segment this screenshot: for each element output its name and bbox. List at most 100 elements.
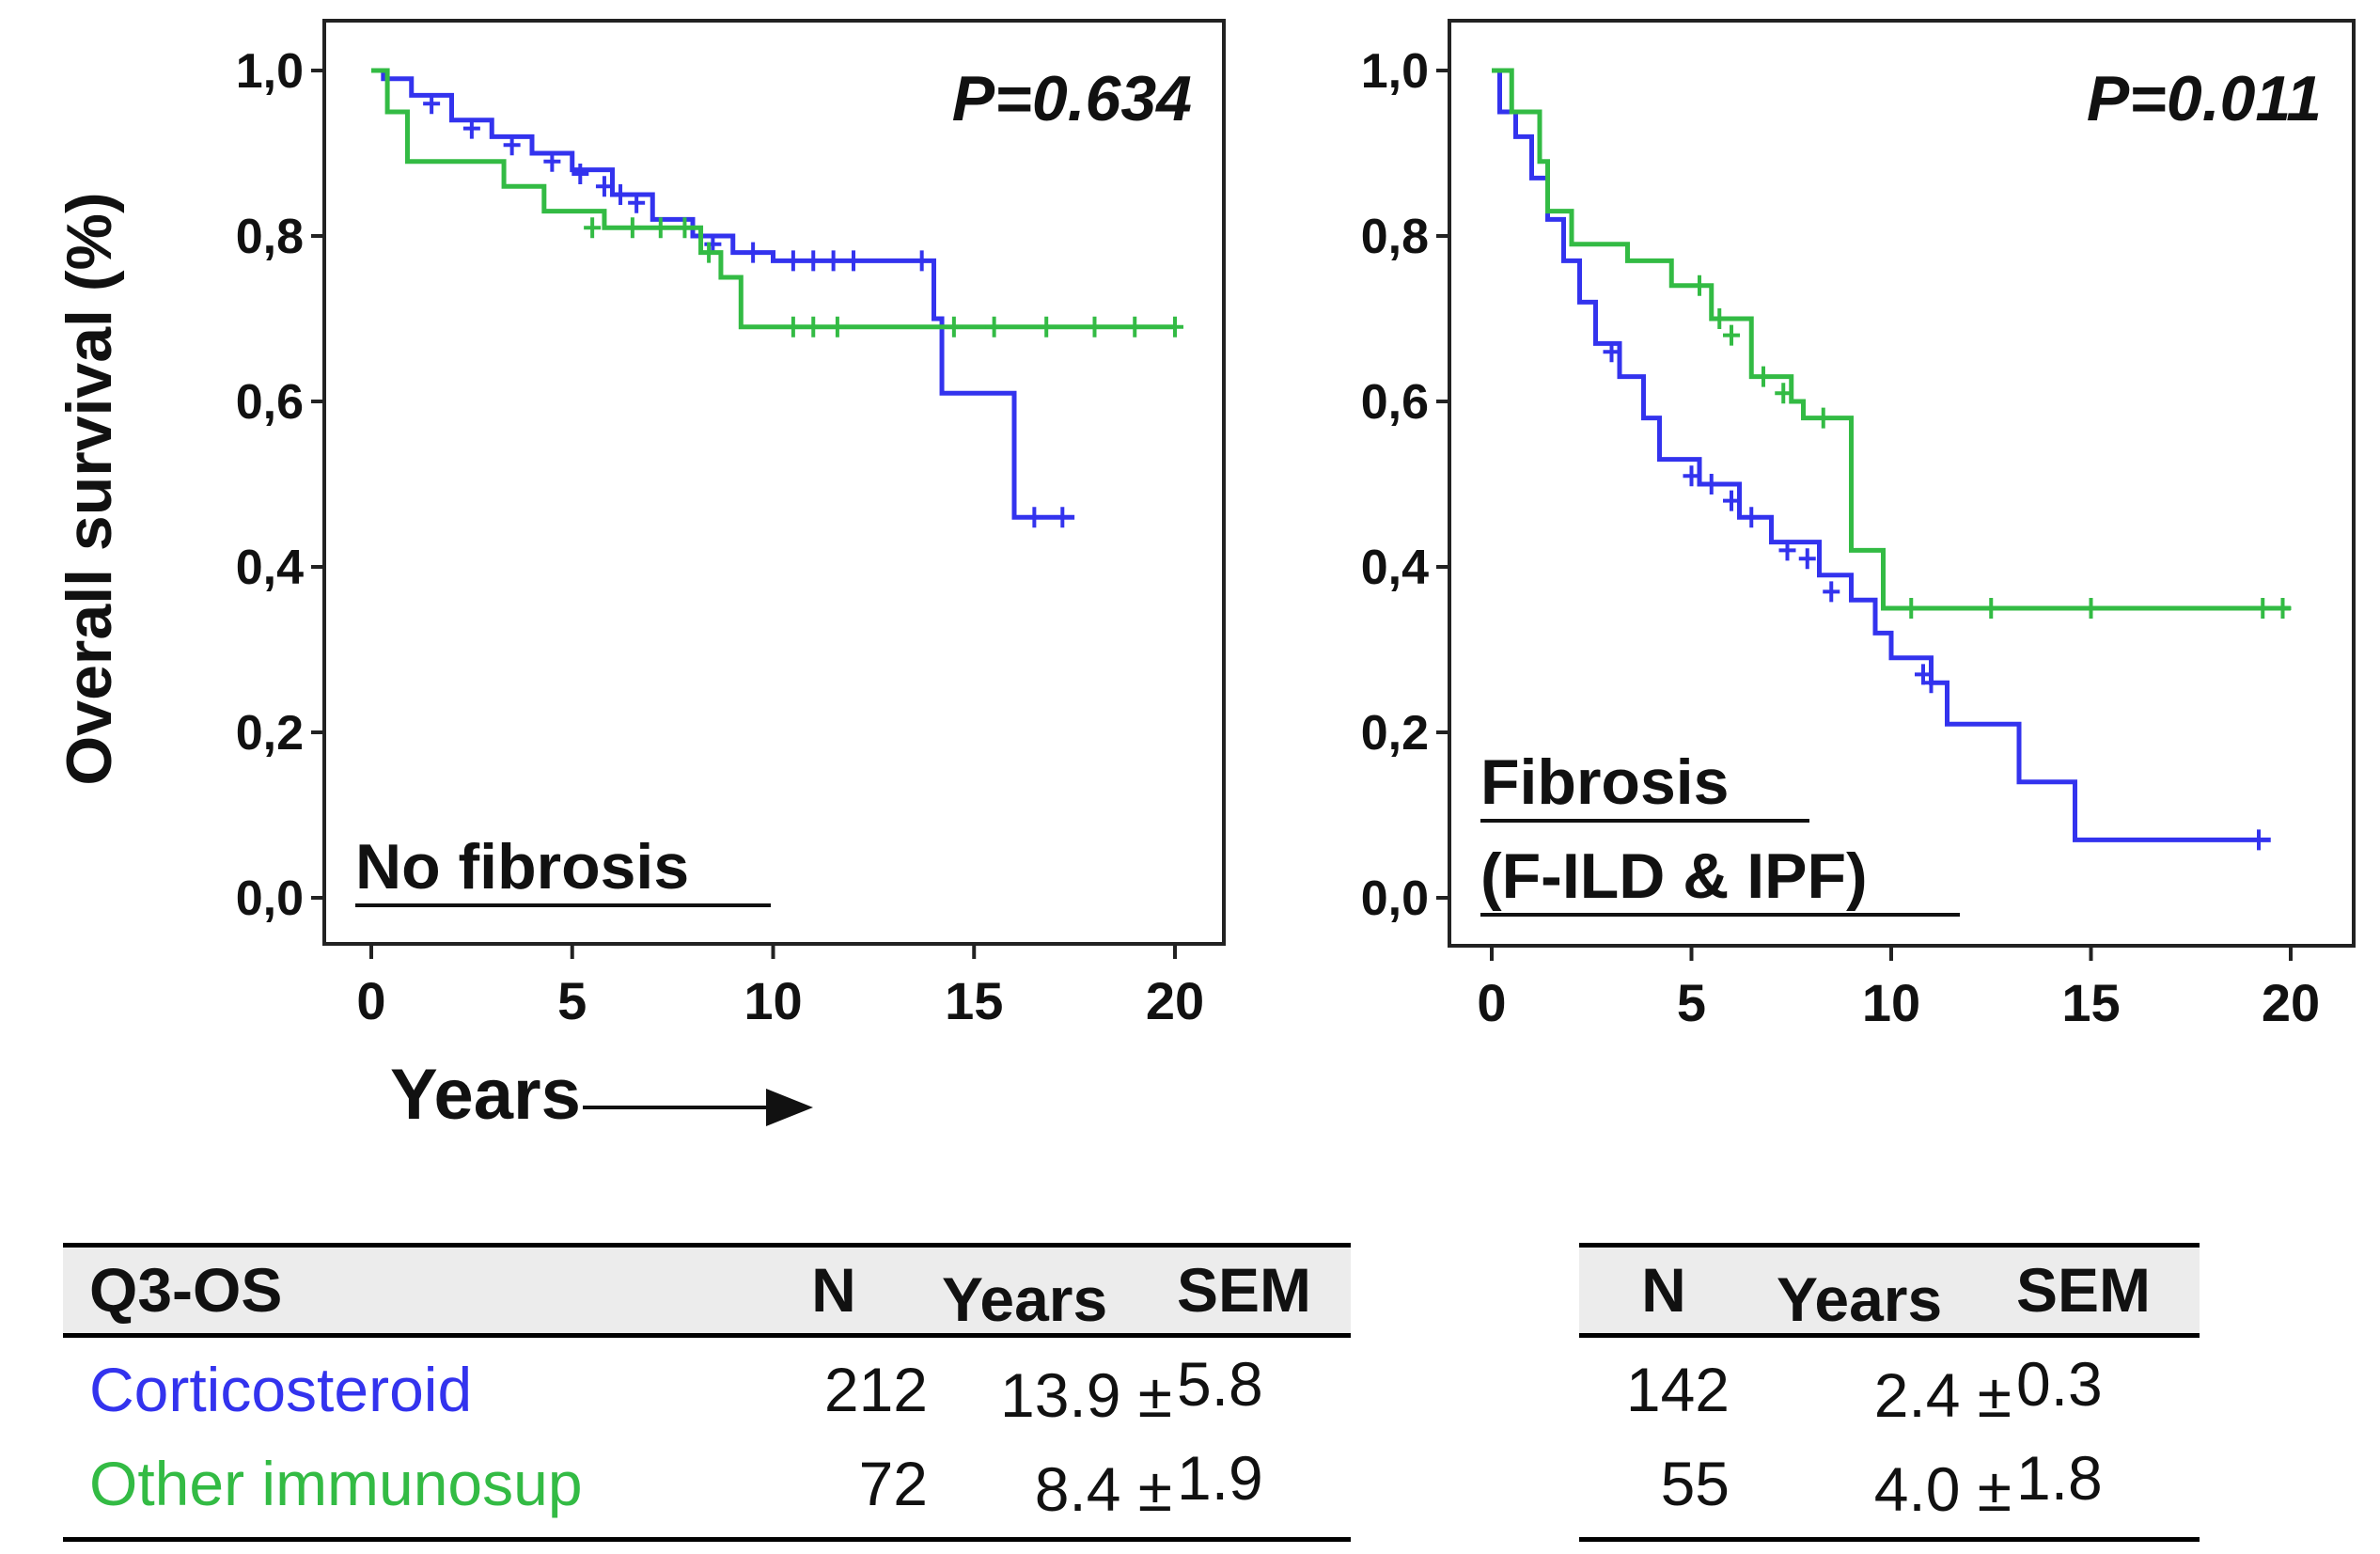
y-tick-label: 1,0 (1361, 44, 1429, 99)
y-tick-label: 0,2 (1361, 706, 1429, 761)
q3-os-table-right: N Years SEM 142 2.4 ± 0.3 55 4.0 ± 1.8 (1579, 1243, 2200, 1553)
censor-mark (1775, 383, 1793, 404)
plot-frame (322, 19, 1226, 946)
censor-mark (2254, 598, 2272, 619)
header-sem: SEM (2016, 1255, 2152, 1325)
censor-mark (1711, 308, 1729, 329)
panel-no-fibrosis: 0,0 0,2 0,4 0,6 0,8 1,0 0 5 10 15 20 P=0.634 No fi… (236, 19, 1226, 1135)
censor-mark (1054, 507, 1072, 528)
censor-mark (1798, 548, 1816, 570)
censor-mark (2082, 598, 2100, 619)
header-sem: SEM (1177, 1255, 1312, 1325)
censor-mark (913, 250, 931, 272)
row-n: 55 (1660, 1449, 1730, 1518)
censor-mark (2274, 598, 2292, 619)
p-value: P=0.011 (2087, 63, 2322, 134)
x-tick-label: 5 (1677, 973, 1706, 1032)
censor-mark (985, 316, 1003, 337)
x-tick-label: 10 (1862, 973, 1920, 1032)
table-header-bg (63, 1243, 1351, 1336)
y-tick-label: 0,8 (1361, 210, 1429, 264)
series-group (371, 68, 1183, 528)
row-years: 2.4 ± (1873, 1360, 2012, 1430)
years-arrow-head (766, 1089, 813, 1126)
censor-mark (1982, 598, 2000, 619)
censor-mark (1683, 465, 1700, 487)
censor-mark (700, 242, 718, 263)
censor-mark (423, 93, 441, 115)
x-axis-label: Years (390, 1055, 581, 1135)
panel-fibrosis: 0,0 0,2 0,4 0,6 0,8 1,0 0 5 10 15 20 P=0.011 Fibro… (1361, 19, 2356, 1032)
x-tick-label: 20 (2262, 973, 2320, 1032)
censor-mark (623, 217, 641, 239)
y-tick-label: 0,0 (1361, 871, 1429, 926)
censor-mark (1038, 316, 1056, 337)
header-years: Years (942, 1264, 1108, 1334)
row-years: 4.0 ± (1873, 1454, 2012, 1524)
x-tick-label: 0 (1477, 973, 1506, 1032)
censor-mark (543, 150, 561, 172)
km-curve-corticosteroid (371, 68, 1075, 520)
censor-mark (595, 176, 613, 197)
y-axis-label: Overall survival (%) (54, 192, 125, 785)
header-years: Years (1777, 1264, 1943, 1334)
censor-mark (845, 250, 862, 272)
panel-label-line2: (F-ILD & IPF) (1480, 840, 1868, 912)
censor-mark (805, 250, 822, 272)
censor-mark (784, 316, 802, 337)
censor-mark (1743, 507, 1761, 528)
table-rule-top (1579, 1243, 2200, 1248)
table-rule-mid (1579, 1333, 2200, 1338)
censor-mark (2250, 829, 2267, 851)
table-rule-top (63, 1243, 1351, 1248)
censor-mark (1814, 407, 1832, 429)
censor-mark (805, 316, 822, 337)
censor-mark (462, 118, 480, 139)
censor-mark (651, 217, 669, 239)
table-header-bg (1579, 1243, 2200, 1336)
row-n: 142 (1625, 1355, 1730, 1424)
row-sem: 1.8 (2016, 1443, 2103, 1513)
x-tick-label: 10 (744, 971, 802, 1030)
censor-mark (828, 316, 846, 337)
y-tick-label: 0,0 (236, 871, 304, 926)
row-sem: 1.9 (1177, 1443, 1263, 1513)
p-value: P=0.634 (952, 63, 1192, 134)
x-tick-label: 5 (557, 971, 587, 1030)
axes: 0,0 0,2 0,4 0,6 0,8 1,0 0 5 10 15 20 (236, 44, 1204, 1030)
censor-mark (1086, 316, 1104, 337)
censor-mark (584, 217, 602, 239)
x-tick-label: 0 (356, 971, 385, 1030)
y-tick-label: 0,6 (1361, 375, 1429, 430)
censor-mark (945, 316, 963, 337)
censor-mark (628, 192, 646, 213)
censor-mark (1167, 316, 1183, 337)
censor-mark (1922, 672, 1940, 694)
censor-mark (1778, 540, 1796, 561)
q3-os-table-left: Q3-OS N Years SEM Corticosteroid 212 13.… (63, 1243, 1351, 1553)
censor-mark (676, 217, 694, 239)
censor-mark (744, 242, 762, 263)
censor-mark (612, 184, 630, 205)
censor-mark (1126, 316, 1144, 337)
censor-mark (1603, 341, 1621, 363)
header-n: N (811, 1255, 856, 1325)
censor-mark (784, 250, 802, 272)
plot-frame (1448, 19, 2356, 948)
header-n: N (1641, 1255, 1686, 1325)
table-rule-bottom (63, 1537, 1351, 1542)
x-tick-label: 15 (945, 971, 1003, 1030)
panel-label-line1: Fibrosis (1480, 746, 1730, 818)
censor-mark (1702, 474, 1720, 494)
x-tick-label: 15 (2061, 973, 2120, 1032)
row-label: Other immunosup (89, 1449, 583, 1518)
censor-mark (824, 250, 842, 272)
y-tick-label: 0,2 (236, 706, 304, 761)
km-curve-other-immunosup (371, 68, 1175, 330)
censor-mark (1723, 324, 1740, 346)
y-tick-label: 0,6 (236, 375, 304, 430)
row-label: Corticosteroid (89, 1355, 473, 1424)
y-tick-label: 0,4 (236, 541, 304, 595)
censor-mark (503, 134, 521, 156)
row-years: 8.4 ± (1034, 1454, 1172, 1524)
